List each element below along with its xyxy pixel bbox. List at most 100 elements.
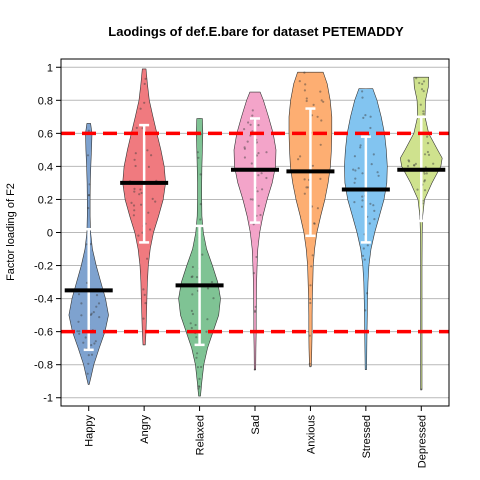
data-point xyxy=(142,288,145,291)
data-point xyxy=(146,149,149,152)
data-point xyxy=(297,158,300,161)
data-point xyxy=(312,103,315,106)
data-point xyxy=(361,254,365,257)
data-point xyxy=(206,318,209,321)
data-point xyxy=(423,189,427,192)
data-point xyxy=(89,313,92,316)
data-point xyxy=(87,207,90,210)
data-point xyxy=(243,146,246,149)
data-point xyxy=(265,176,268,180)
reference-lines xyxy=(61,131,449,334)
data-point xyxy=(133,190,136,193)
data-point xyxy=(423,180,426,183)
data-point xyxy=(316,207,319,210)
data-point xyxy=(254,309,257,312)
data-point xyxy=(86,372,89,375)
y-axis-label: Factor loading of F2 xyxy=(5,183,17,281)
y-tick-label: -0.6 xyxy=(34,327,53,339)
data-point xyxy=(130,201,133,204)
data-point xyxy=(303,89,306,92)
data-point xyxy=(78,330,81,333)
x-tick-label: Angry xyxy=(139,415,151,444)
data-point xyxy=(257,174,260,177)
data-point xyxy=(147,165,150,168)
data-point xyxy=(369,202,372,205)
data-point xyxy=(150,154,153,157)
data-point xyxy=(366,244,369,247)
data-point xyxy=(305,186,308,189)
y-tick-label: 0.6 xyxy=(38,128,53,140)
chart-title: Laodings of def.E.bare for dataset PETEM… xyxy=(108,24,404,39)
data-point xyxy=(251,109,254,112)
data-point xyxy=(426,135,429,138)
data-point xyxy=(143,101,146,104)
data-point xyxy=(255,154,258,157)
data-point xyxy=(422,90,425,93)
data-point xyxy=(200,365,203,369)
data-point xyxy=(139,188,142,191)
data-point xyxy=(256,190,259,193)
data-point xyxy=(154,200,157,203)
x-tick-label: Stressed xyxy=(361,415,373,458)
data-point xyxy=(197,387,200,390)
data-point xyxy=(303,192,306,195)
data-point xyxy=(357,167,360,170)
y-tick-label: -1 xyxy=(43,393,53,405)
data-point xyxy=(142,317,145,320)
data-point xyxy=(304,83,307,86)
data-point xyxy=(364,309,367,312)
data-point xyxy=(87,362,90,365)
data-point xyxy=(373,218,376,221)
data-point xyxy=(134,152,137,155)
data-point xyxy=(361,199,364,202)
data-point xyxy=(320,99,323,102)
data-point xyxy=(320,119,323,122)
data-point xyxy=(195,336,198,339)
data-point xyxy=(305,97,308,100)
data-point xyxy=(134,164,137,168)
data-point xyxy=(353,181,356,184)
data-point xyxy=(308,334,311,337)
data-point xyxy=(94,340,97,343)
data-point xyxy=(413,164,416,167)
data-point xyxy=(191,275,194,278)
data-point xyxy=(243,156,246,159)
data-point xyxy=(249,198,252,201)
data-point xyxy=(368,222,371,225)
data-point xyxy=(265,151,268,154)
data-point xyxy=(412,164,416,167)
data-point xyxy=(423,153,427,156)
data-point xyxy=(415,77,418,80)
data-point xyxy=(133,187,136,190)
data-point xyxy=(146,257,149,260)
data-point xyxy=(89,243,92,246)
data-point xyxy=(418,81,421,85)
data-point xyxy=(361,90,364,93)
data-point xyxy=(303,71,306,74)
data-point xyxy=(196,366,199,369)
violin-sad xyxy=(233,91,277,370)
data-point xyxy=(191,293,194,296)
data-point xyxy=(78,332,81,335)
data-point xyxy=(369,115,372,118)
data-point xyxy=(257,124,260,127)
data-point xyxy=(305,99,308,103)
data-point xyxy=(90,353,94,356)
data-point xyxy=(251,198,254,201)
data-point xyxy=(376,171,379,174)
data-point xyxy=(261,188,264,191)
data-point xyxy=(319,177,322,180)
data-point xyxy=(359,144,362,147)
data-point xyxy=(85,243,88,246)
y-tick-label: -0.4 xyxy=(34,294,53,306)
data-point xyxy=(196,151,199,154)
data-point xyxy=(362,247,365,250)
data-point xyxy=(373,209,376,212)
data-point xyxy=(90,312,93,315)
data-point xyxy=(143,293,146,296)
data-point xyxy=(353,155,356,158)
data-point xyxy=(416,188,419,191)
data-point xyxy=(149,228,152,231)
data-point xyxy=(313,222,316,225)
